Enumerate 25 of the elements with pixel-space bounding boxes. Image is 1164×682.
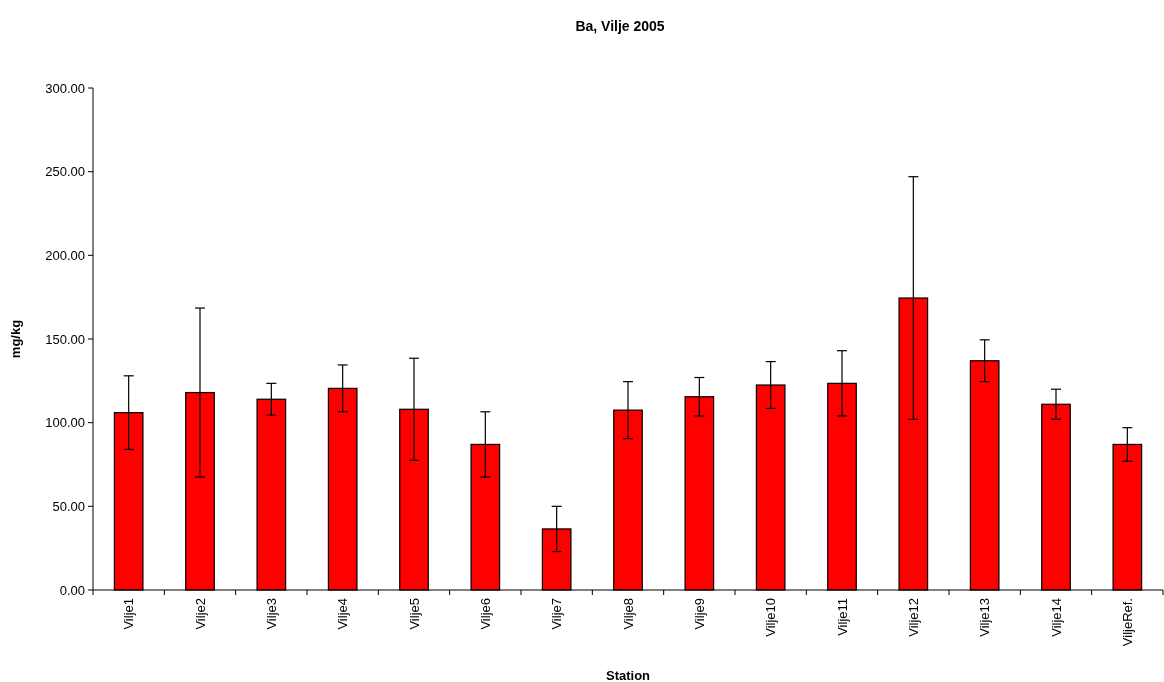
- y-axis-title: mg/kg: [8, 319, 23, 359]
- y-tick-label: 100.00: [45, 415, 85, 431]
- y-tick-label: 250.00: [45, 164, 85, 180]
- x-tick-label: Vilje10: [763, 598, 779, 637]
- x-tick-label: Vilje12: [905, 598, 921, 637]
- y-tick-label: 150.00: [45, 331, 85, 347]
- chart-title: Ba, Vilje 2005: [575, 18, 665, 34]
- x-tick-label: ViljeRef.: [1119, 598, 1135, 647]
- y-tick-label: 300.00: [45, 80, 85, 96]
- x-tick-label: Vilje13: [977, 598, 993, 637]
- x-tick-label: Vilje7: [549, 598, 565, 630]
- x-tick-label: Vilje4: [335, 598, 351, 630]
- x-tick-label: Vilje2: [192, 598, 208, 630]
- x-tick-label: Vilje14: [1048, 598, 1064, 637]
- y-tick-label: 50.00: [52, 498, 85, 514]
- x-tick-label: Vilje5: [406, 598, 422, 630]
- x-axis-title: Station: [605, 668, 651, 682]
- x-tick-label: Vilje3: [263, 598, 279, 630]
- x-tick-label: Vilje8: [620, 598, 636, 630]
- y-tick-label: 0.00: [59, 582, 85, 598]
- x-tick-label: Vilje6: [477, 598, 493, 630]
- x-tick-label: Vilje11: [834, 598, 850, 636]
- x-tick-label: Vilje9: [691, 598, 707, 630]
- x-tick-label: Vilje1: [121, 598, 137, 630]
- y-tick-label: 200.00: [45, 247, 85, 263]
